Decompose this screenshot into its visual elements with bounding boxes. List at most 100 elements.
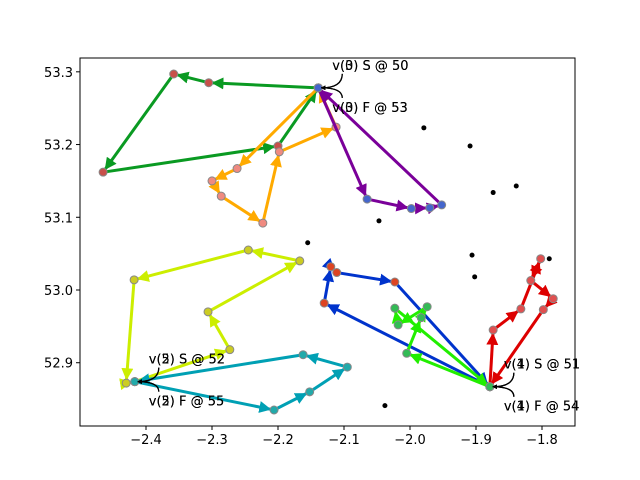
route-stop [129, 275, 139, 285]
route-stop [393, 320, 403, 330]
y-tick-label: 53.3 [44, 66, 73, 81]
route-segment [276, 90, 318, 147]
customer-point [490, 190, 496, 196]
route-stop [258, 218, 268, 228]
route-stop [422, 302, 432, 312]
y-tick-label: 53.0 [44, 284, 73, 299]
annotation-text: v(0) S @ 50 [332, 59, 408, 74]
x-tick-label: −2.3 [196, 433, 228, 448]
route-segment [486, 332, 499, 387]
annotation-text: v(4) F @ 54 [504, 400, 580, 415]
route-stop [536, 254, 546, 264]
route-stop [130, 377, 140, 387]
y-tick-label: 53.1 [44, 211, 73, 226]
annotation-text: v(2) S @ 52 [149, 353, 225, 368]
route-stop [425, 203, 435, 213]
customer-point [382, 403, 388, 409]
route-stop [216, 191, 226, 201]
annotation-arrow [137, 379, 160, 392]
route-segment [400, 305, 428, 325]
annotation-text: v(2) F @ 55 [149, 395, 225, 410]
x-tick-label: −2.1 [328, 433, 360, 448]
route-segment [238, 86, 320, 167]
route-stop [402, 348, 412, 358]
route-segment [136, 248, 249, 282]
route-stop [526, 276, 536, 286]
route-stop [204, 78, 214, 88]
route-stop [390, 277, 400, 287]
customer-point [421, 125, 427, 131]
route-segment [393, 280, 489, 385]
axes-frame [79, 57, 576, 427]
route-segment [137, 353, 304, 386]
annotation-text: v(5) F @ 55 [149, 395, 225, 410]
route-stop [516, 304, 526, 314]
route-stop [332, 268, 342, 278]
route-segment [104, 73, 175, 170]
route-stop [169, 69, 179, 79]
route-stop [121, 378, 131, 388]
route-stop [548, 294, 558, 304]
route-stop [295, 256, 305, 266]
x-tick-label: −2.4 [130, 433, 162, 448]
route-segment [176, 71, 210, 85]
route-segment [308, 368, 345, 394]
annotation-text: v(1) F @ 54 [504, 400, 580, 415]
customer-point [472, 274, 478, 280]
route-segment [220, 194, 261, 223]
customer-point [305, 240, 311, 246]
route-segment [251, 247, 301, 263]
y-tick-label: 52.9 [44, 357, 73, 372]
route-stop [342, 362, 352, 372]
y-tick-label: 53.2 [44, 139, 73, 154]
route-segment [208, 314, 232, 351]
route-segment [490, 308, 545, 385]
route-stop [203, 307, 213, 317]
route-segment [273, 392, 308, 412]
route-segment [393, 307, 488, 386]
route-segment [492, 310, 519, 332]
route-segment [211, 77, 319, 90]
route-stop [305, 387, 315, 397]
route-segment [316, 87, 367, 197]
customer-point [546, 256, 552, 262]
route-segment [102, 142, 276, 174]
route-stop [488, 325, 498, 335]
route-stop [225, 345, 235, 355]
annotation-text: v(3) F @ 53 [332, 101, 408, 116]
annotation-text: v(5) S @ 52 [149, 353, 225, 368]
route-segment [261, 154, 282, 224]
customer-point [469, 252, 475, 258]
x-tick-label: −2.2 [262, 433, 294, 448]
annotation-text: v(0) F @ 53 [332, 101, 408, 116]
annotation-arrow [492, 384, 515, 397]
x-tick-label: −2.0 [394, 433, 426, 448]
route-segment [336, 271, 393, 286]
route-stop [485, 382, 495, 392]
route-stop [232, 164, 242, 174]
plot-area [98, 69, 558, 415]
route-segment [207, 261, 298, 314]
annotation-text: v(4) S @ 51 [504, 358, 580, 373]
route-stop [98, 167, 108, 177]
route-stop [243, 245, 253, 255]
route-stop [416, 313, 426, 323]
customer-point [376, 218, 382, 224]
route-segment [305, 352, 348, 369]
route-stop [326, 262, 336, 272]
route-stop [319, 298, 329, 308]
route-stop [269, 405, 279, 415]
route-stop [406, 204, 416, 214]
route-segment [366, 197, 409, 212]
annotation-arrow [320, 85, 343, 98]
customer-point [513, 183, 519, 189]
route-segment [320, 89, 443, 206]
route-segment [278, 127, 334, 154]
customer-point [467, 143, 473, 149]
route-stop [437, 200, 447, 210]
route-stop [362, 194, 372, 204]
annotation-text: v(3) S @ 50 [332, 59, 408, 74]
